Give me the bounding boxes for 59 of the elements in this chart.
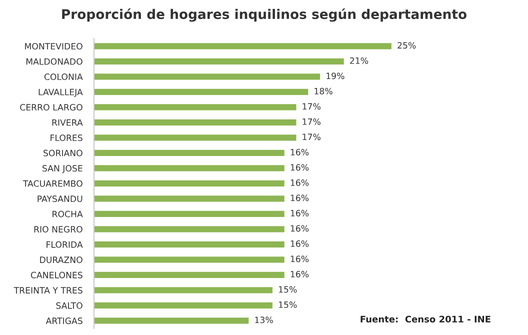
data-label: 18% — [314, 88, 332, 94]
chart-title: Proporción de hogares inquilinos según departamento — [62, 8, 466, 22]
data-label: 25% — [398, 42, 416, 49]
data-label: 16% — [290, 256, 309, 262]
bar — [94, 43, 392, 50]
y-tick-label: RIVERA — [52, 119, 83, 126]
y-tick-label: SORIANO — [44, 150, 82, 156]
bar — [94, 287, 272, 294]
y-tick-label: FLORIDA — [46, 241, 83, 248]
data-label: 16% — [290, 148, 309, 156]
data-label: 15% — [278, 286, 297, 293]
data-label: 16% — [290, 270, 309, 278]
y-tick-label: ROCHA — [52, 210, 83, 218]
bar — [94, 241, 284, 248]
bar — [94, 165, 284, 172]
bar — [94, 104, 296, 110]
bar — [94, 210, 284, 217]
bar — [94, 272, 284, 278]
y-tick-label: TREINTA Y TRES — [14, 287, 82, 294]
data-label: 16% — [290, 210, 309, 216]
data-label: 13% — [255, 316, 273, 324]
y-tick-label: SAN JOSE — [42, 165, 82, 174]
y-tick-label: SALTO — [56, 302, 82, 309]
data-label: 21% — [350, 57, 368, 64]
bar — [94, 150, 284, 156]
annotation: Fuente: Censo 2011 - INE — [360, 316, 490, 323]
bar — [94, 302, 272, 308]
bar — [94, 196, 284, 202]
y-tick-label: CANELONES — [30, 272, 82, 278]
bar — [94, 134, 296, 141]
bar — [94, 256, 284, 263]
bar — [94, 74, 320, 80]
bar — [94, 119, 296, 126]
bar — [94, 180, 284, 186]
bar — [94, 318, 249, 324]
data-label: 16% — [290, 225, 309, 232]
data-label: 17% — [302, 134, 320, 140]
y-tick-label: LAVALLEJA — [38, 88, 83, 97]
data-label: 15% — [278, 301, 297, 308]
y-tick-label: TACUAREMBO — [22, 180, 82, 187]
data-label: 17% — [302, 103, 320, 110]
bar — [94, 88, 308, 95]
y-tick-label: PAYSANDU — [38, 196, 82, 202]
y-tick-label: COLONIA — [44, 74, 83, 80]
y-tick-label: MALDONADO — [26, 58, 82, 65]
y-tick-label: ARTIGAS — [46, 318, 82, 324]
y-tick-label: FLORES — [50, 134, 82, 142]
y-tick-label: CERRO LARGO — [20, 104, 82, 111]
y-tick-label: DURAZNO — [40, 256, 82, 264]
data-label: 16% — [290, 194, 309, 202]
data-label: 19% — [326, 72, 344, 80]
y-tick-label: RIO NEGRO — [34, 226, 82, 233]
data-label: 16% — [290, 179, 309, 186]
data-label: 16% — [290, 240, 309, 247]
y-tick-label: MONTEVIDEO — [25, 43, 82, 50]
bar — [94, 226, 284, 232]
bar — [94, 58, 344, 64]
data-label: 17% — [302, 118, 320, 125]
data-label: 16% — [290, 164, 309, 171]
